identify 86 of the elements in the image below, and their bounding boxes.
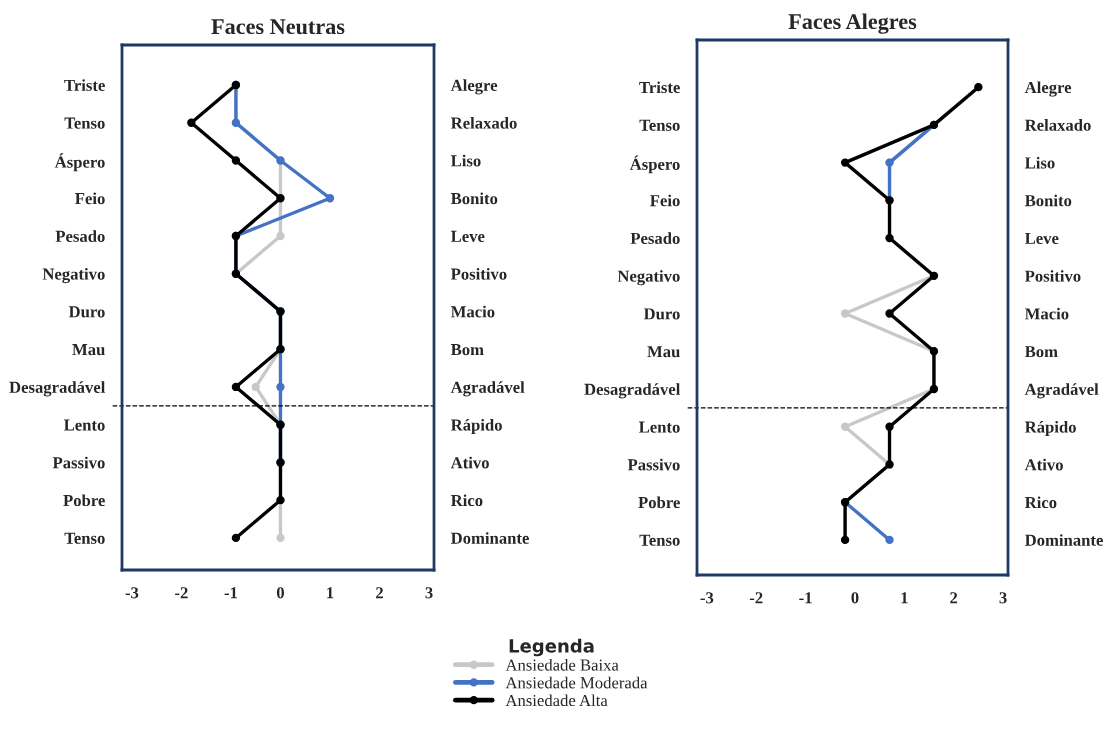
point <box>276 382 285 392</box>
y2-tick-label: Rápido <box>1024 420 1076 437</box>
y-tick-label: Passivo <box>627 458 680 471</box>
y2-tick-label: Relaxado <box>1024 119 1091 131</box>
y-tick-label: Pesado <box>630 232 680 245</box>
x-tick-label: -2 <box>175 587 188 599</box>
y-tick-label: Lento <box>63 419 105 431</box>
y2-tick-label: Relaxado <box>450 116 517 129</box>
y-tick-label: Negativo <box>617 270 680 286</box>
legend-label: Ansiedade Alta <box>505 694 608 707</box>
x-tick-label: 3 <box>999 592 1007 604</box>
y2-tick-label: Liso <box>1024 156 1055 169</box>
y2-tick-label: Ativo <box>1024 458 1063 471</box>
y2-tick-label: Bom <box>450 344 484 356</box>
chart-title: Faces Alegres <box>788 13 917 34</box>
x-tick-label: 0 <box>851 592 859 604</box>
x-tick-label: -3 <box>700 592 714 604</box>
point <box>885 309 894 318</box>
y-tick-label: Mau <box>72 344 105 356</box>
y-tick-label: Mau <box>647 346 680 358</box>
point <box>231 156 241 165</box>
legend-label: Ansiedade Baixa <box>505 658 619 671</box>
y-tick-label: Tenso <box>639 534 680 546</box>
x-tick-label: 3 <box>425 587 433 599</box>
y-tick-label: Tenso <box>639 119 680 131</box>
y-tick-label: Pobre <box>63 494 105 507</box>
x-tick-label: 2 <box>950 592 958 604</box>
y2-tick-label: Positivo <box>1024 270 1081 282</box>
y2-tick-label: Dominante <box>1024 534 1103 546</box>
point <box>187 118 196 127</box>
point <box>231 533 241 543</box>
y-tick-label: Negativo <box>42 267 105 284</box>
y2-tick-label: Leve <box>450 230 485 242</box>
y-tick-label: Áspero <box>629 155 680 174</box>
x-tick-label: -2 <box>749 592 763 604</box>
y2-tick-label: Agradável <box>1024 383 1099 399</box>
y-tick-label: Feio <box>75 192 105 205</box>
y-tick-label: Pesado <box>55 230 105 242</box>
y-tick-label: Tenso <box>64 117 105 129</box>
point <box>325 194 335 203</box>
x-tick-label: 1 <box>327 587 334 599</box>
y2-tick-label: Bom <box>1024 346 1058 358</box>
y-tick-label: Pobre <box>638 496 680 509</box>
y2-tick-label: Liso <box>450 154 481 167</box>
x-tick-label: -1 <box>224 587 238 599</box>
y2-tick-label: Rico <box>1024 496 1057 509</box>
point <box>231 382 241 392</box>
y2-tick-label: Bonito <box>1024 194 1072 207</box>
chart-title: Faces Neutras <box>211 19 345 35</box>
point <box>251 382 260 392</box>
y-tick-label: Tenso <box>64 532 105 544</box>
x-tick-label: 0 <box>276 587 285 599</box>
x-tick-label: -3 <box>125 587 139 599</box>
y2-tick-label: Bonito <box>450 192 498 205</box>
x-tick-label: 1 <box>901 592 908 604</box>
y2-tick-label: Alegre <box>1024 81 1072 97</box>
legend-label: Ansiedade Moderada <box>505 676 648 689</box>
y-tick-label: Duro <box>68 306 105 318</box>
point <box>276 231 285 241</box>
y2-tick-label: Positivo <box>450 267 507 280</box>
y-tick-label: Desagradável <box>9 381 106 397</box>
y2-tick-label: Macio <box>450 305 495 318</box>
y-tick-label: Triste <box>639 81 680 94</box>
y-tick-label: Lento <box>638 421 680 433</box>
y2-tick-label: Rápido <box>450 418 502 435</box>
y2-tick-label: Macio <box>1024 307 1069 320</box>
y2-tick-label: Leve <box>1024 232 1059 245</box>
y-tick-label: Passivo <box>52 456 105 469</box>
y2-tick-label: Alegre <box>450 79 498 95</box>
point <box>276 533 285 543</box>
y2-tick-label: Rico <box>450 494 483 507</box>
y2-tick-label: Agradável <box>450 381 525 397</box>
point <box>840 158 850 167</box>
y-tick-label: Feio <box>650 194 680 207</box>
point <box>885 422 894 431</box>
y-tick-label: Áspero <box>54 153 105 172</box>
x-tick-label: 2 <box>376 587 383 599</box>
y2-tick-label: Ativo <box>450 456 489 469</box>
point <box>885 535 894 545</box>
point <box>840 422 850 431</box>
x-tick-label: -1 <box>799 592 812 604</box>
legend-title: Legenda <box>509 638 594 657</box>
y2-tick-label: Dominante <box>450 532 529 544</box>
y-tick-label: Triste <box>64 79 105 91</box>
y-tick-label: Desagradável <box>584 383 681 399</box>
y-tick-label: Duro <box>643 308 680 320</box>
